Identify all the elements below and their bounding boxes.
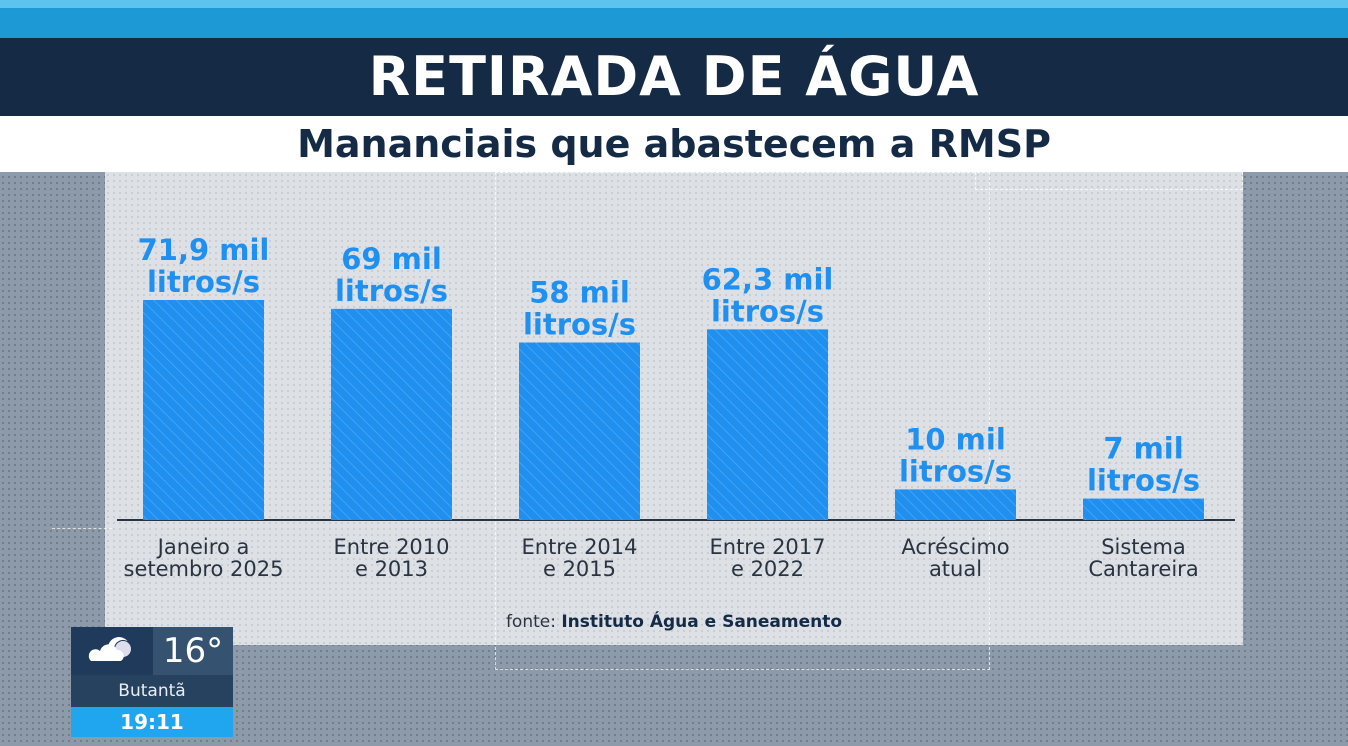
category-label: e 2022 <box>731 557 804 581</box>
bar-value-label: litros/s <box>523 308 636 342</box>
decor-line <box>52 528 112 529</box>
category-label: setembro 2025 <box>124 557 284 581</box>
bar-value-label: litros/s <box>335 274 448 308</box>
category-label: Entre 2017 <box>709 535 825 559</box>
category-label: Acréscimo <box>901 535 1009 559</box>
bar-value-label: litros/s <box>147 265 260 299</box>
bar <box>895 489 1016 520</box>
temperature: 16° <box>153 627 233 675</box>
category-label: Entre 2010 <box>333 535 449 559</box>
decor-frame <box>975 172 1243 190</box>
category-label: Janeiro a <box>156 535 250 559</box>
bar-value-label: 71,9 mil <box>138 233 270 267</box>
chart-panel <box>105 172 1243 645</box>
bar <box>143 299 264 520</box>
bar-value-label: 58 mil <box>529 276 630 310</box>
bar-value-label: 62,3 mil <box>702 262 834 296</box>
category-label: atual <box>929 557 982 581</box>
category-label: Cantareira <box>1088 557 1198 581</box>
bar <box>331 308 452 520</box>
bar-value-label: 10 mil <box>905 422 1006 456</box>
source-name: Instituto Água e Saneamento <box>561 612 843 632</box>
weather-widget: 16° Butantã 19:11 <box>71 627 233 737</box>
category-label: e 2015 <box>543 557 616 581</box>
top-blue-bar <box>0 8 1348 38</box>
category-label: Sistema <box>1101 535 1186 559</box>
page-subtitle: Mananciais que abastecem a RMSP <box>0 116 1348 172</box>
page-title: RETIRADA DE ÁGUA <box>0 38 1348 116</box>
bar <box>1083 498 1204 520</box>
source-prefix: fonte: <box>505 612 556 632</box>
category-label: e 2013 <box>355 557 428 581</box>
bar-value-label: 69 mil <box>341 242 442 276</box>
bar-value-label: 7 mil <box>1103 432 1183 466</box>
category-label: Entre 2014 <box>521 535 637 559</box>
source-note: fonte: Instituto Água e Saneamento <box>0 612 1348 632</box>
location: Butantã <box>71 675 233 707</box>
bar-value-label: litros/s <box>899 454 1012 488</box>
bar-value-label: litros/s <box>711 294 824 328</box>
bar <box>707 329 828 520</box>
cloud-moon-icon <box>71 627 153 675</box>
clock-time: 19:11 <box>71 707 233 737</box>
top-accent-strip <box>0 0 1348 8</box>
decor-frame <box>495 172 990 670</box>
bar-value-label: litros/s <box>1087 464 1200 498</box>
bar <box>519 342 640 520</box>
